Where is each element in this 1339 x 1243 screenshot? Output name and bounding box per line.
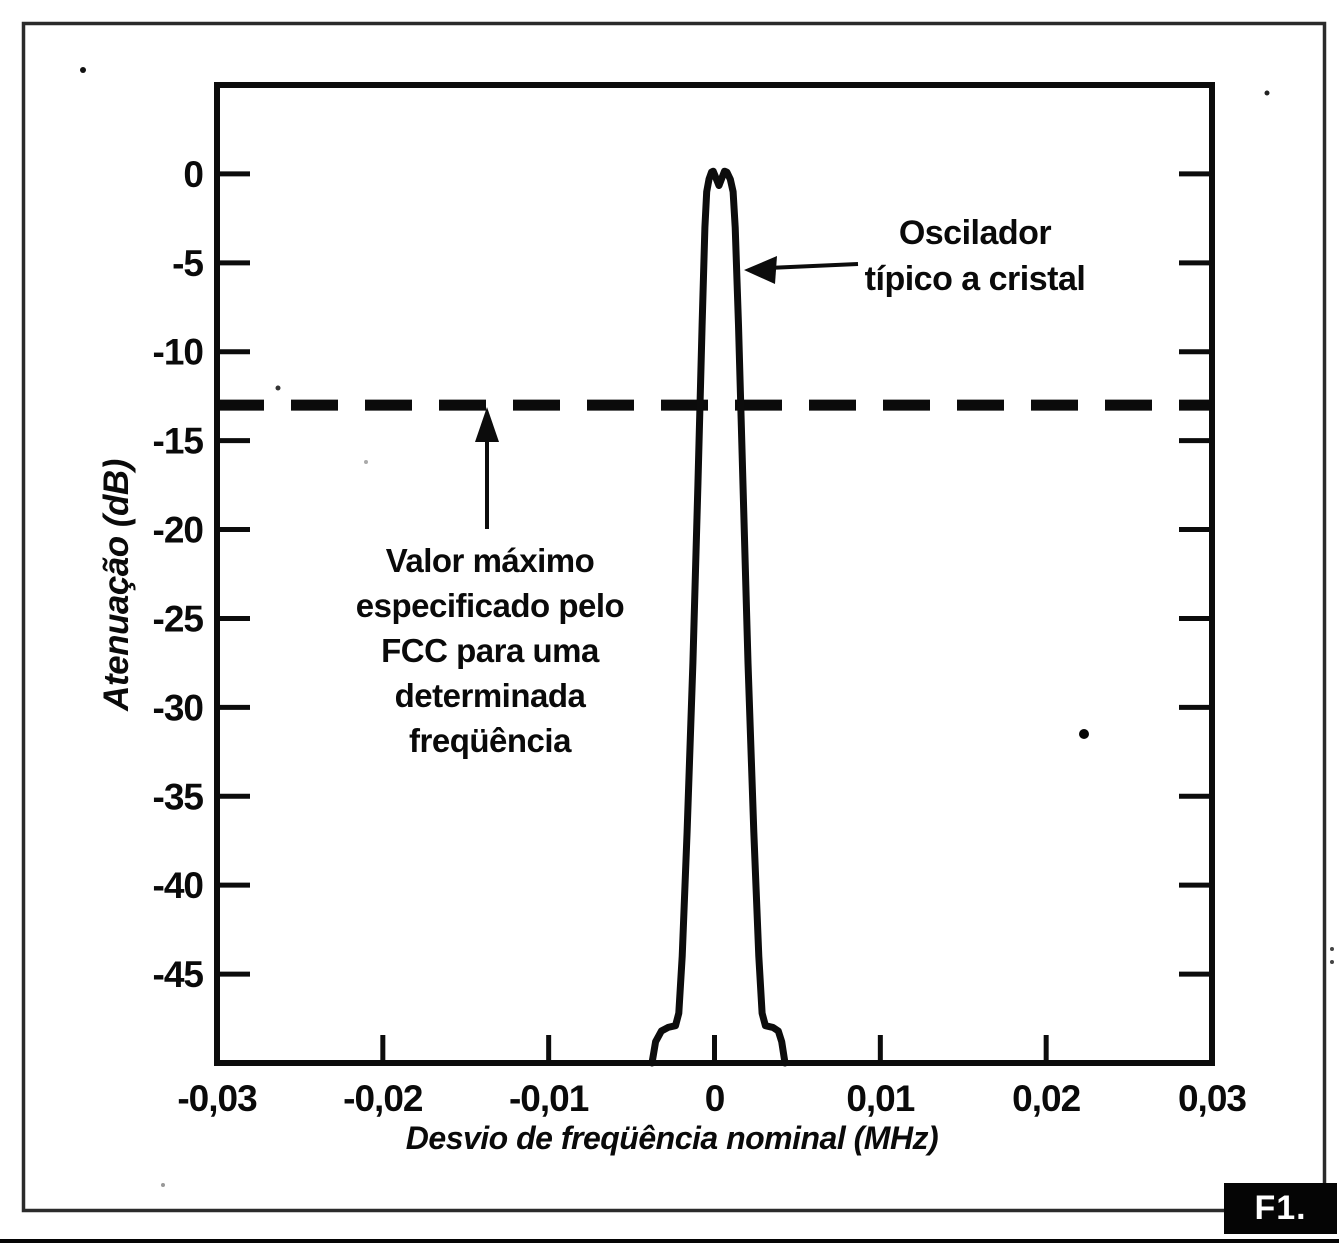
y-tick-label: -30 xyxy=(153,687,204,728)
scan-speck xyxy=(1330,947,1334,951)
oscillator-annotation: Oscilador típico a cristal xyxy=(805,210,1145,302)
x-axis-title: Desvio de freqüência nominal (MHz) xyxy=(405,1120,939,1156)
x-tick-label: 0 xyxy=(705,1078,725,1119)
figure-tag: F1. xyxy=(1224,1183,1337,1234)
spectrum-curve xyxy=(648,167,789,1067)
fcc-annotation: Valor máximo especificado pelo FCC para … xyxy=(292,538,688,763)
scan-speck xyxy=(80,67,86,73)
x-tick-label: 0,03 xyxy=(1178,1078,1246,1119)
x-tick-label: -0,03 xyxy=(177,1078,257,1119)
fcc-annotation-line: Valor máximo xyxy=(385,542,595,579)
y-tick-label: -45 xyxy=(153,954,204,995)
x-tick-label: -0,02 xyxy=(343,1078,423,1119)
bottom-edge-line xyxy=(0,1239,1339,1243)
x-tick-label: 0,02 xyxy=(1012,1078,1080,1119)
y-tick-label: -10 xyxy=(153,332,204,373)
x-tick-label: 0,01 xyxy=(846,1078,914,1119)
y-tick-label: -35 xyxy=(153,776,204,817)
y-tick-label: 0 xyxy=(183,154,203,195)
oscillator-arrow-line xyxy=(767,262,859,270)
oscillator-annotation-line: Oscilador xyxy=(898,214,1052,252)
y-tick-label: -5 xyxy=(172,243,203,284)
fcc-annotation-line: freqüência xyxy=(409,722,571,759)
y-axis-title: Atenuação (dB) xyxy=(97,459,136,711)
x-tick-label: -0,01 xyxy=(509,1078,589,1119)
scan-speck xyxy=(1079,729,1089,739)
scan-speck xyxy=(275,385,281,391)
fcc-arrowhead-icon xyxy=(475,407,499,442)
y-tick-label: -25 xyxy=(153,598,204,639)
outer-border xyxy=(21,21,1327,1213)
fcc-annotation-line: especificado pelo xyxy=(355,587,625,624)
y-tick-label: -20 xyxy=(153,510,204,551)
y-tick-label: -15 xyxy=(153,421,204,462)
fcc-annotation-line: determinada xyxy=(394,677,586,714)
oscillator-annotation-line: típico a cristal xyxy=(864,260,1086,298)
scan-speck xyxy=(1330,960,1334,964)
y-tick-label: -40 xyxy=(153,865,204,906)
oscillator-arrow xyxy=(744,256,859,284)
scan-speck xyxy=(1264,90,1270,96)
oscillator-arrowhead-icon xyxy=(744,256,777,284)
scan-speck xyxy=(161,1183,165,1187)
fcc-arrow xyxy=(475,407,499,529)
scan-speck xyxy=(364,460,368,464)
fcc-annotation-line: FCC para uma xyxy=(381,632,599,669)
